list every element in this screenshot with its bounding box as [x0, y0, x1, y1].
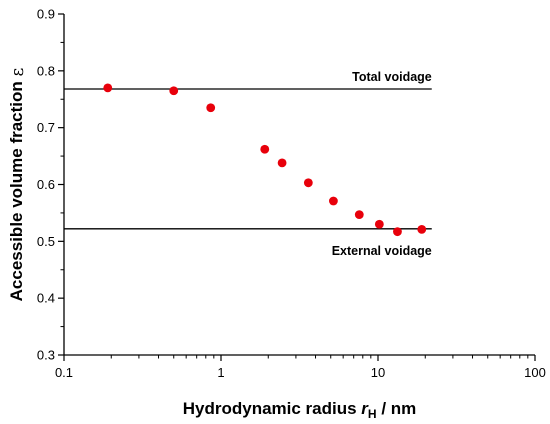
data-points	[103, 83, 427, 237]
y-tick-label: 0.9	[37, 7, 55, 22]
y-tick-label: 0.3	[37, 348, 55, 363]
y-tick-label: 0.4	[37, 291, 55, 306]
y-tick-label: 0.6	[37, 177, 55, 192]
data-point	[206, 103, 216, 113]
x-tick-label: 100	[524, 365, 546, 380]
x-axis-title: Hydrodynamic radius rH / nm	[183, 399, 417, 421]
reference-line-label: External voidage	[332, 244, 432, 258]
data-point	[169, 86, 179, 96]
reference-lines: Total voidage External voidage	[64, 70, 432, 258]
reference-line-label: Total voidage	[352, 70, 432, 84]
data-point	[277, 158, 287, 168]
data-point	[354, 210, 364, 220]
data-point	[260, 144, 270, 154]
y-tick-label: 0.8	[37, 63, 55, 78]
y-tick-label: 0.5	[37, 234, 55, 249]
y-tick-label: 0.7	[37, 120, 55, 135]
y-axis: 0.3 0.4 0.5 0.6 0.7 0.8 0.9	[37, 7, 64, 363]
data-point	[393, 227, 402, 237]
data-point	[374, 219, 384, 229]
y-axis-title: Accessible volume fraction ε	[7, 67, 27, 301]
data-point	[303, 178, 313, 188]
plot-frame	[63, 14, 535, 356]
data-point	[329, 196, 338, 206]
data-point	[417, 224, 427, 234]
data-point	[103, 83, 113, 93]
x-tick-label: 10	[371, 365, 385, 380]
x-tick-label: 1	[217, 365, 224, 380]
x-axis: 0.1 1 10 100	[55, 355, 546, 380]
x-tick-label: 0.1	[55, 365, 73, 380]
